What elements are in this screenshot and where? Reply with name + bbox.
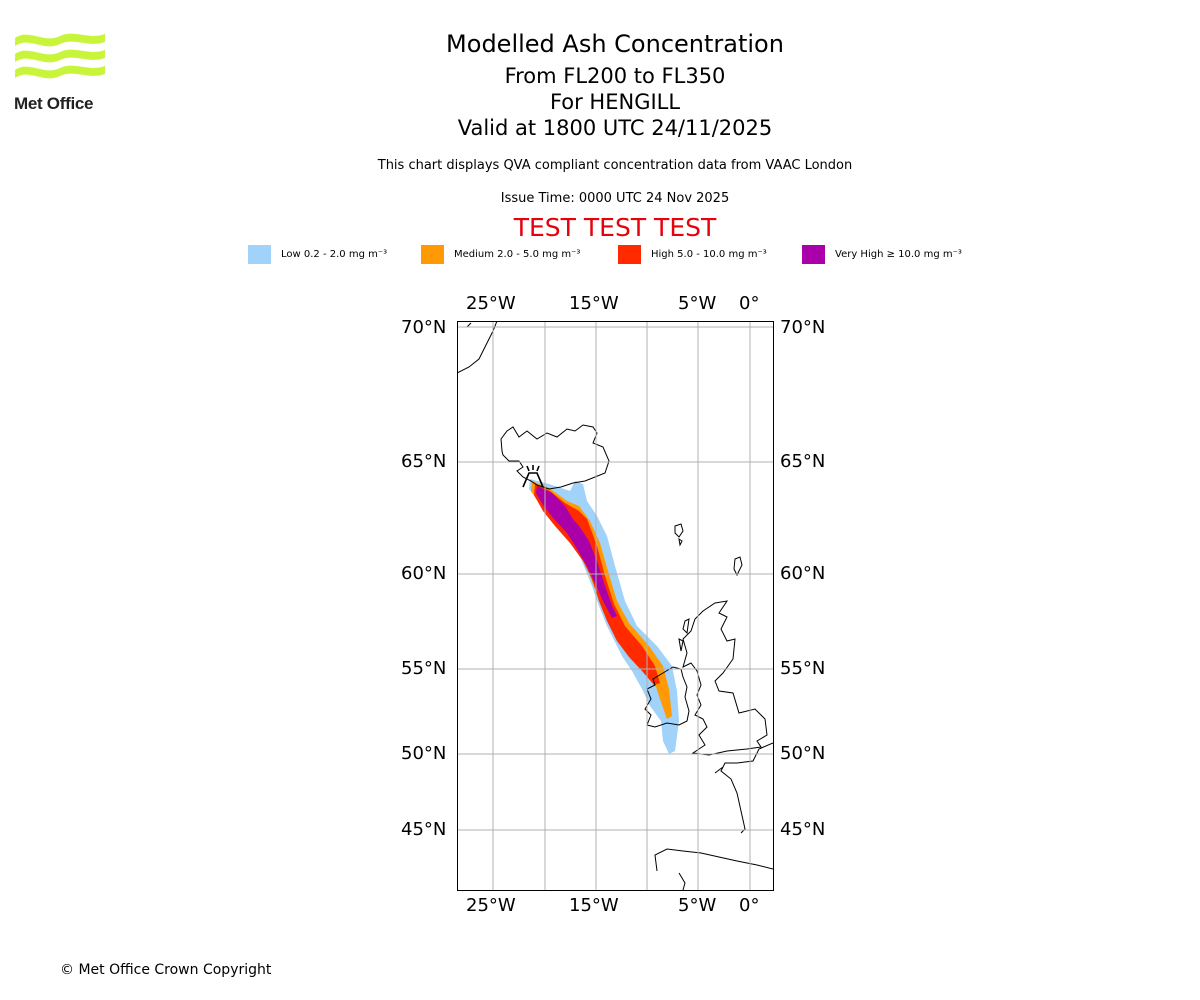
chart-title: Modelled Ash Concentration — [446, 30, 784, 58]
lon-label-top-0: 0° — [739, 293, 760, 314]
volcano-name: For HENGILL — [549, 90, 681, 114]
legend-label-low: Low 0.2 - 2.0 mg m⁻³ — [281, 248, 388, 260]
met-office-logo: Met Office — [14, 30, 110, 113]
disclaimer-text: This chart displays QVA compliant concen… — [377, 158, 853, 173]
lon-label-bottom-5w: 5°W — [678, 895, 717, 916]
coastline-france — [720, 742, 773, 834]
flight-level-range: From FL200 to FL350 — [504, 64, 726, 88]
map-frame — [457, 321, 774, 891]
ash-plume-low — [529, 479, 679, 754]
coastline-shetland — [733, 556, 743, 577]
legend-item-very-high: Very High ≥ 10.0 mg m⁻³ — [802, 244, 962, 264]
test-banner: TEST TEST TEST — [513, 213, 717, 242]
lon-label-bottom-25w: 25°W — [466, 895, 516, 916]
legend-swatch-low — [248, 244, 271, 264]
lon-label-bottom-15w: 15°W — [569, 895, 619, 916]
legend-item-medium: Medium 2.0 - 5.0 mg m⁻³ — [421, 244, 580, 264]
issue-time: Issue Time: 0000 UTC 24 Nov 2025 — [500, 191, 730, 206]
lat-label-right-70n: 70°N — [780, 317, 826, 338]
coastline-faroes — [674, 523, 684, 547]
lat-label-right-45n: 45°N — [780, 819, 826, 840]
legend-label-high: High 5.0 - 10.0 mg m⁻³ — [651, 248, 767, 260]
ash-plume-very-high — [536, 486, 617, 618]
lat-label-left-45n: 45°N — [401, 819, 447, 840]
lon-label-top-15w: 15°W — [569, 293, 619, 314]
legend-swatch-medium — [421, 244, 444, 264]
legend-item-low: Low 0.2 - 2.0 mg m⁻³ — [248, 244, 387, 264]
valid-time: Valid at 1800 UTC 24/11/2025 — [457, 116, 773, 140]
lat-label-left-60n: 60°N — [401, 563, 447, 584]
met-office-logo-text: Met Office — [14, 94, 94, 113]
coastline-great-britain — [682, 600, 768, 756]
ash-map — [457, 321, 774, 891]
lat-label-right-60n: 60°N — [780, 563, 826, 584]
lat-label-left-50n: 50°N — [401, 743, 447, 764]
volcano-marker-icon — [522, 465, 544, 488]
legend-swatch-high — [618, 244, 641, 264]
lat-label-left-65n: 65°N — [401, 451, 447, 472]
lat-label-left-55n: 55°N — [401, 658, 447, 679]
lat-label-right-55n: 55°N — [780, 658, 826, 679]
lat-label-right-65n: 65°N — [780, 451, 826, 472]
coastlines — [457, 321, 773, 890]
lon-label-bottom-0: 0° — [739, 895, 760, 916]
legend-label-medium: Medium 2.0 - 5.0 mg m⁻³ — [454, 248, 581, 260]
coastline-greenland — [457, 321, 498, 374]
legend-item-high: High 5.0 - 10.0 mg m⁻³ — [618, 244, 767, 264]
legend-swatch-very-high — [802, 244, 825, 264]
copyright-notice: © Met Office Crown Copyright — [60, 962, 272, 978]
coastline-iceland — [500, 424, 610, 490]
lat-label-right-50n: 50°N — [780, 743, 826, 764]
lat-label-left-70n: 70°N — [401, 317, 447, 338]
coastline-hebrides — [678, 618, 690, 652]
legend-label-very-high: Very High ≥ 10.0 mg m⁻³ — [835, 248, 962, 260]
lon-label-top-5w: 5°W — [678, 293, 717, 314]
met-office-waves-icon — [15, 33, 105, 79]
graticule — [457, 321, 773, 890]
lon-label-top-25w: 25°W — [466, 293, 516, 314]
